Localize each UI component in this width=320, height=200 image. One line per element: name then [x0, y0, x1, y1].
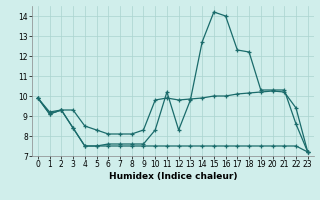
X-axis label: Humidex (Indice chaleur): Humidex (Indice chaleur): [108, 172, 237, 181]
